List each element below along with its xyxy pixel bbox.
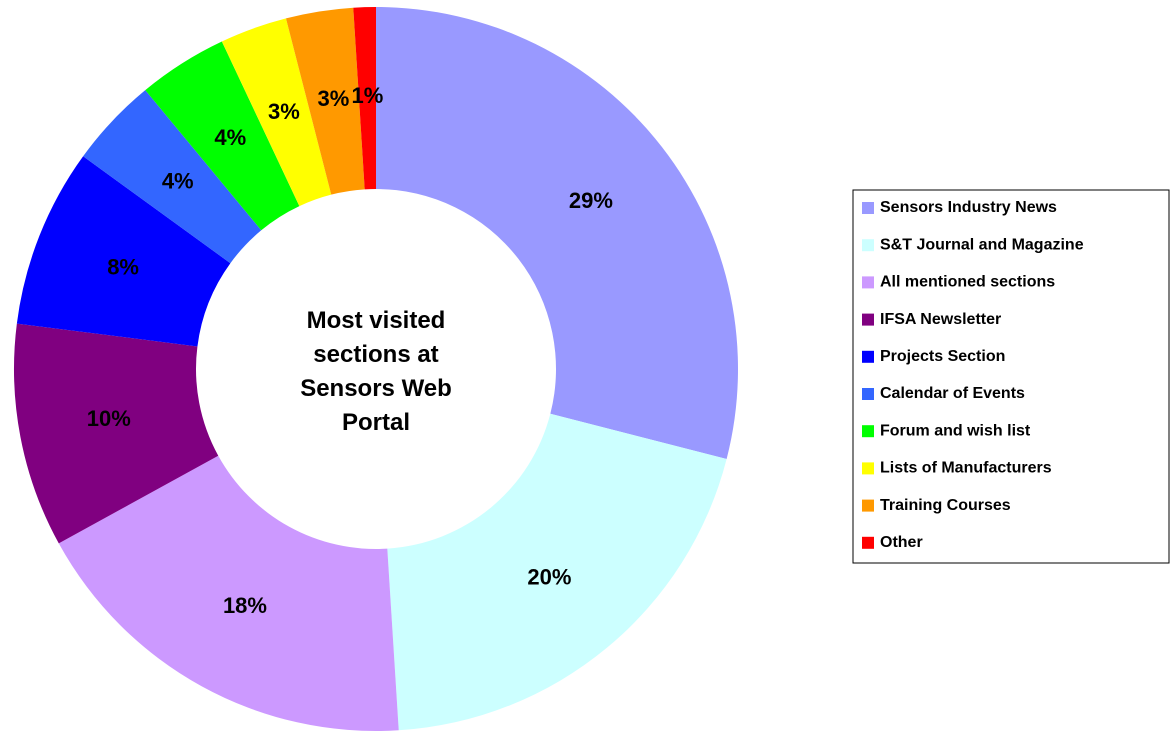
chart-title: Most visited sections at Sensors Web Por…	[300, 307, 452, 436]
legend-swatch	[862, 239, 874, 252]
slice	[376, 7, 738, 460]
legend-label: Sensors Industry News	[880, 199, 1057, 216]
slice	[353, 7, 376, 190]
legend-label: Forum and wish list	[880, 422, 1031, 439]
data-label: 8%	[107, 255, 139, 280]
slice	[58, 455, 399, 732]
legend-label: Other	[880, 534, 923, 551]
data-label: 3%	[318, 86, 350, 111]
slice	[14, 323, 219, 544]
legend-label: All mentioned sections	[880, 274, 1055, 291]
slice	[16, 156, 231, 347]
legend-label: Training Courses	[880, 497, 1011, 514]
slice	[83, 90, 262, 264]
slice	[285, 7, 365, 195]
legend-swatch	[862, 388, 874, 400]
legend-swatch	[862, 462, 874, 475]
data-label: 3%	[268, 99, 300, 124]
data-label: 29%	[569, 188, 613, 213]
slice	[145, 41, 300, 231]
slice	[387, 413, 727, 731]
legend-label: IFSA Newsletter	[880, 311, 1001, 328]
legend-swatch	[862, 350, 874, 363]
legend-swatch	[862, 499, 874, 512]
data-label: 20%	[527, 564, 571, 589]
legend-label: Calendar of Events	[880, 385, 1025, 402]
legend-label: S&T Journal and Magazine	[880, 236, 1084, 253]
legend-swatch	[862, 425, 874, 438]
legend-swatch	[862, 276, 874, 289]
legend-swatch	[862, 536, 874, 549]
data-label: 4%	[162, 169, 194, 194]
data-label: 1%	[352, 83, 384, 108]
data-label: 4%	[214, 125, 246, 150]
legend-label: Projects Section	[880, 348, 1005, 365]
data-label: 18%	[223, 593, 267, 618]
slice	[221, 18, 332, 207]
legend-label: Lists of Manufacturers	[880, 460, 1052, 477]
legend-box	[852, 189, 1170, 564]
legend-swatch	[862, 313, 874, 326]
legend-swatch	[862, 202, 874, 214]
data-label: 10%	[87, 406, 131, 431]
